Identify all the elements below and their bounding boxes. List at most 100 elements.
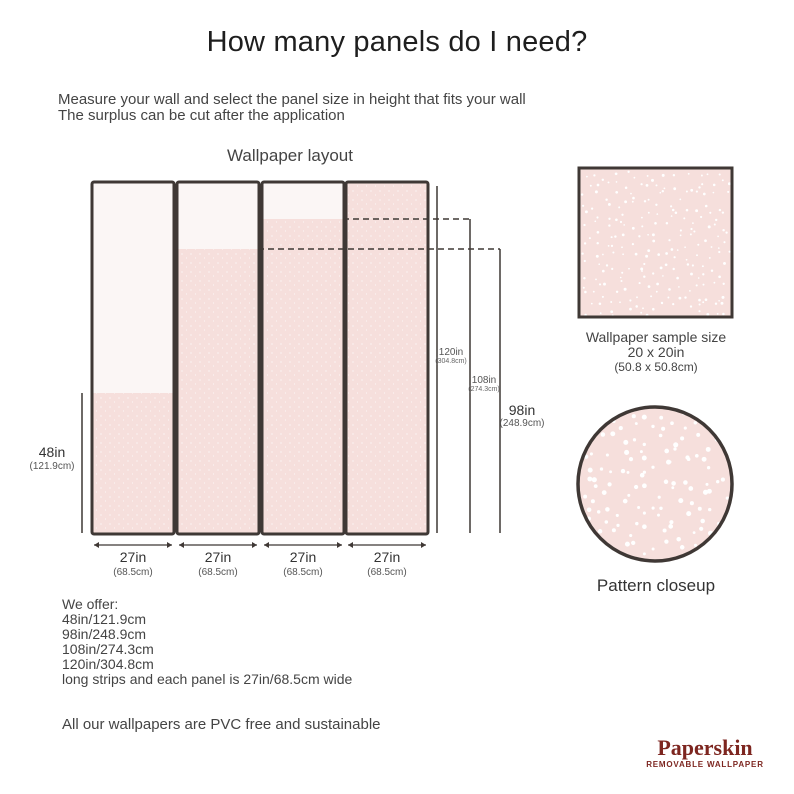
panel-1-fill xyxy=(93,393,173,533)
pattern-dot xyxy=(609,470,613,474)
pattern-dot xyxy=(698,303,701,306)
pattern-dot xyxy=(713,281,716,284)
pattern-dot xyxy=(720,477,725,482)
pattern-dot xyxy=(600,555,606,560)
pattern-dot xyxy=(701,456,707,462)
pattern-dot xyxy=(694,453,699,458)
pattern-dot xyxy=(585,556,590,560)
pattern-dot xyxy=(679,545,685,550)
pattern-dot xyxy=(702,283,705,286)
pattern-dot xyxy=(689,305,693,308)
pattern-dot xyxy=(640,183,643,186)
pattern-dot xyxy=(588,237,591,240)
pattern-dot xyxy=(591,477,597,483)
pattern-dot xyxy=(689,501,694,506)
pattern-dot xyxy=(673,442,679,448)
pattern-dot xyxy=(631,414,636,419)
pattern-dot xyxy=(712,183,716,187)
pattern-dot xyxy=(610,244,614,248)
pattern-dot xyxy=(590,302,593,305)
pattern-dot xyxy=(670,215,673,217)
panel-3 xyxy=(260,180,346,536)
pattern-dot xyxy=(683,426,687,430)
pattern-dot xyxy=(608,217,611,220)
pattern-dot xyxy=(642,511,646,515)
pattern-dot xyxy=(635,521,639,526)
closeup-fill xyxy=(579,408,731,560)
pattern-dot xyxy=(732,408,735,411)
pattern-dot xyxy=(657,495,661,499)
pattern-dot xyxy=(698,310,701,313)
pattern-dot xyxy=(656,213,659,215)
pattern-dot xyxy=(686,263,690,266)
closeup-caption: Pattern closeup xyxy=(596,576,716,595)
pattern-dot xyxy=(698,186,701,189)
pattern-dot xyxy=(722,312,725,316)
pattern-dot xyxy=(634,422,638,426)
pattern-dot xyxy=(615,181,618,183)
pattern-dot xyxy=(590,207,594,210)
pattern-dot xyxy=(697,506,702,511)
pattern-dot xyxy=(643,275,646,278)
pattern-dot xyxy=(664,539,669,544)
pattern-dot xyxy=(601,269,605,273)
pattern-dot xyxy=(688,486,694,491)
pattern-dot xyxy=(635,305,638,308)
pattern-dot xyxy=(659,415,664,420)
width-sub-2: (68.5cm) xyxy=(198,567,237,578)
pattern-dot xyxy=(716,480,720,484)
pattern-dot xyxy=(631,200,634,203)
pattern-dot xyxy=(637,505,641,510)
pattern-dot xyxy=(657,253,661,256)
pattern-dot xyxy=(702,489,709,495)
pattern-dot xyxy=(645,254,649,258)
pattern-dot xyxy=(684,246,686,249)
pattern-dot xyxy=(670,248,674,251)
pattern-closeup xyxy=(576,405,735,563)
panel-2-frame xyxy=(175,180,261,536)
pattern-dot xyxy=(587,467,593,473)
pattern-dot xyxy=(585,547,591,552)
pattern-dot xyxy=(600,432,606,437)
pattern-dot xyxy=(640,267,644,271)
pattern-dot xyxy=(623,224,626,226)
pattern-dot xyxy=(647,211,650,214)
pattern-dot xyxy=(595,278,597,281)
pattern-dot xyxy=(685,208,689,212)
pattern-dot xyxy=(620,468,626,474)
pattern-dot xyxy=(676,536,681,542)
pattern-dot xyxy=(627,493,631,497)
pattern-dot xyxy=(616,523,620,528)
pattern-dot xyxy=(659,191,662,194)
pattern-dot xyxy=(618,206,621,209)
width-dimensions xyxy=(94,542,426,548)
width-sub-1: (68.5cm) xyxy=(113,567,152,578)
pattern-dot xyxy=(704,298,708,302)
pattern-dot xyxy=(630,192,632,195)
pattern-dot xyxy=(699,526,704,531)
panel-4-frame xyxy=(344,180,430,536)
pattern-dot xyxy=(664,448,670,454)
pattern-dot xyxy=(640,311,643,314)
pattern-dot xyxy=(727,443,731,447)
pattern-dot xyxy=(691,264,694,267)
pattern-dot xyxy=(594,421,600,427)
pattern-dot xyxy=(697,243,700,246)
pattern-dot xyxy=(593,174,596,177)
pattern-dot xyxy=(641,225,644,228)
pattern-dot xyxy=(709,211,712,214)
pattern-dot xyxy=(631,540,636,546)
pattern-dot xyxy=(651,233,655,237)
pattern-dot xyxy=(707,225,711,229)
pattern-dot xyxy=(592,290,595,293)
pattern-dot xyxy=(705,482,709,486)
pattern-dot xyxy=(621,213,624,216)
pattern-dot xyxy=(582,204,585,207)
pattern-dot xyxy=(610,431,616,437)
pattern-dot xyxy=(673,187,677,191)
pattern-dot xyxy=(673,447,677,451)
height-dimensions xyxy=(81,186,501,533)
panel-4 xyxy=(344,180,430,536)
pattern-dot xyxy=(702,301,705,304)
pattern-dot xyxy=(692,222,694,224)
